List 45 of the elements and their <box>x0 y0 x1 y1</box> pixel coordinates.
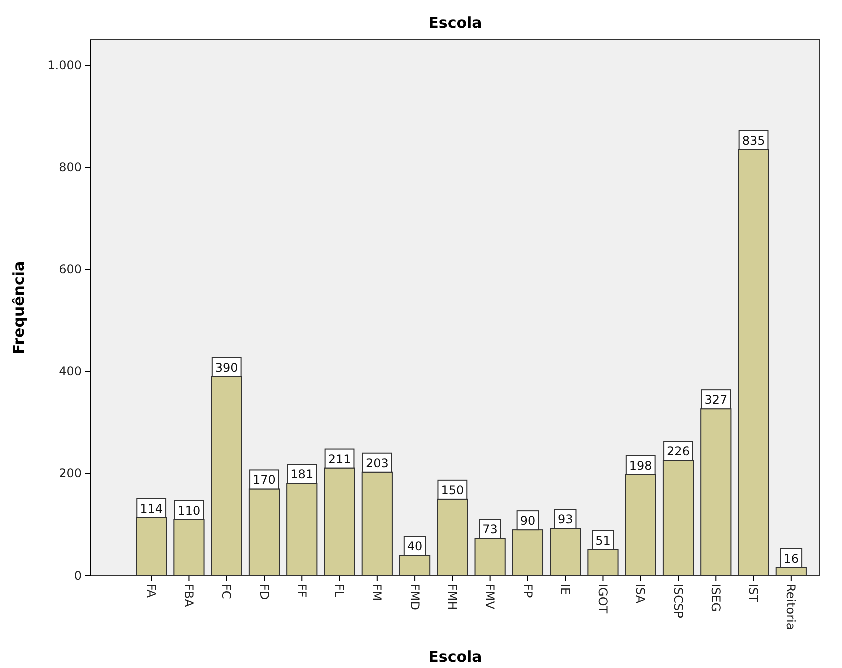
x-tick-label: FA <box>144 584 158 599</box>
data-label: 93 <box>558 512 574 527</box>
x-tick-label: FD <box>257 584 272 600</box>
y-axis-title: Frequência <box>10 261 28 355</box>
data-label: 114 <box>140 502 164 516</box>
data-label: 16 <box>784 552 800 566</box>
y-tick-label: 1.000 <box>48 58 82 72</box>
data-label: 226 <box>667 444 690 459</box>
y-tick-label: 400 <box>59 364 82 379</box>
x-tick-label: IGOT <box>596 584 610 614</box>
data-label: 51 <box>596 534 611 548</box>
x-tick-label: FC <box>220 584 234 600</box>
x-tick-label: FMH <box>445 584 460 610</box>
data-label: 203 <box>366 456 389 470</box>
chart-title: Escola <box>428 14 482 32</box>
x-tick-label: Reitoria <box>784 584 798 630</box>
y-tick-label: 800 <box>59 160 82 174</box>
data-label: 73 <box>482 522 498 537</box>
data-label: 170 <box>253 473 276 488</box>
y-tick-label: 200 <box>59 466 82 481</box>
x-tick-label: ISA <box>634 584 648 604</box>
x-tick-label: IE <box>558 584 572 596</box>
x-tick-label: ISEG <box>708 584 723 612</box>
data-label: 211 <box>328 452 352 466</box>
data-label: 327 <box>704 393 728 408</box>
x-tick-label: FMV <box>483 584 498 610</box>
x-tick-label: FF <box>294 584 309 598</box>
x-tick-label: ISCSP <box>671 584 686 618</box>
x-tick-label: FBA <box>182 584 196 608</box>
y-tick-label: 0 <box>74 568 82 583</box>
x-tick-label: FP <box>520 584 535 598</box>
x-axis-title: Escola <box>428 648 482 666</box>
data-label: 110 <box>178 504 201 518</box>
data-label: 835 <box>742 134 766 148</box>
data-label: 390 <box>215 360 238 375</box>
x-tick-label: IST <box>746 584 761 604</box>
y-tick-label: 600 <box>59 262 82 277</box>
data-label: 90 <box>520 514 536 528</box>
data-label: 198 <box>629 458 652 473</box>
x-tick-label: FM <box>370 584 384 602</box>
x-tick-label: FL <box>332 584 347 598</box>
data-label: 40 <box>407 540 423 554</box>
x-tick-label: FMD <box>408 584 422 610</box>
data-label: 150 <box>441 483 464 498</box>
data-label: 181 <box>290 468 314 482</box>
